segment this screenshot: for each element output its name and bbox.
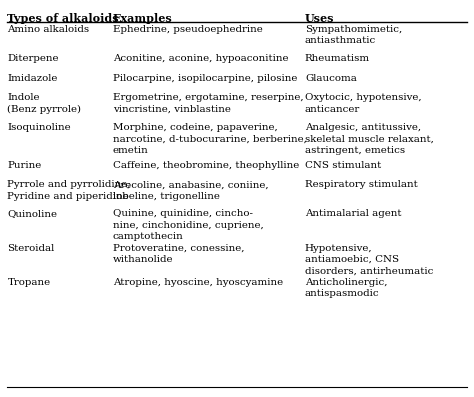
Text: Diterpene: Diterpene	[8, 54, 59, 63]
Text: Sympathomimetic,
antiasthmatic: Sympathomimetic, antiasthmatic	[305, 25, 402, 45]
Text: CNS stimulant: CNS stimulant	[305, 161, 381, 170]
Text: Morphine, codeine, papaverine,
narcotine, d-tubocurarine, berberine,
emetin: Morphine, codeine, papaverine, narcotine…	[113, 123, 307, 155]
Text: Rheumatism: Rheumatism	[305, 54, 370, 63]
Text: Hypotensive,
antiamoebic, CNS
disorders, antirheumatic: Hypotensive, antiamoebic, CNS disorders,…	[305, 243, 433, 276]
Text: Protoveratine, conessine,
withanolide: Protoveratine, conessine, withanolide	[113, 243, 245, 264]
Text: Analgesic, antitussive,
skeletal muscle relaxant,
astringent, emetics: Analgesic, antitussive, skeletal muscle …	[305, 123, 434, 155]
Text: Examples: Examples	[113, 13, 173, 23]
Text: Anticholinergic,
antispasmodic: Anticholinergic, antispasmodic	[305, 278, 387, 298]
Text: Quinine, quinidine, cincho-
nine, cinchonidine, cupriene,
camptothecin: Quinine, quinidine, cincho- nine, cincho…	[113, 210, 264, 241]
Text: Glaucoma: Glaucoma	[305, 73, 357, 83]
Text: Ephedrine, pseudoephedrine: Ephedrine, pseudoephedrine	[113, 25, 263, 34]
Text: Caffeine, theobromine, theophylline: Caffeine, theobromine, theophylline	[113, 161, 299, 170]
Text: Ergometrine, ergotamine, reserpine,
vincristine, vinblastine: Ergometrine, ergotamine, reserpine, vinc…	[113, 93, 303, 114]
Text: Imidazole: Imidazole	[8, 73, 58, 83]
Text: Purine: Purine	[8, 161, 42, 170]
Text: Quinoline: Quinoline	[8, 210, 57, 218]
Text: Pyrrole and pyrrolidine;
Pyridine and piperidine: Pyrrole and pyrrolidine; Pyridine and pi…	[8, 181, 131, 201]
Text: Aconitine, aconine, hypoaconitine: Aconitine, aconine, hypoaconitine	[113, 54, 288, 63]
Text: Types of alkaloids: Types of alkaloids	[8, 13, 119, 23]
Text: Indole
(Benz pyrrole): Indole (Benz pyrrole)	[8, 93, 82, 114]
Text: Amino alkaloids: Amino alkaloids	[8, 25, 90, 34]
Text: Steroidal: Steroidal	[8, 243, 55, 252]
Text: Arecoline, anabasine, coniine,
lobeline, trigonelline: Arecoline, anabasine, coniine, lobeline,…	[113, 181, 268, 201]
Text: Uses: Uses	[305, 13, 335, 23]
Text: Pilocarpine, isopilocarpine, pilosine: Pilocarpine, isopilocarpine, pilosine	[113, 73, 297, 83]
Text: Tropane: Tropane	[8, 278, 51, 287]
Text: Atropine, hyoscine, hyoscyamine: Atropine, hyoscine, hyoscyamine	[113, 278, 283, 287]
Text: Oxytocic, hypotensive,
anticancer: Oxytocic, hypotensive, anticancer	[305, 93, 421, 114]
Text: Isoquinoline: Isoquinoline	[8, 123, 71, 132]
Text: Respiratory stimulant: Respiratory stimulant	[305, 181, 418, 189]
Text: Antimalarial agent: Antimalarial agent	[305, 210, 401, 218]
